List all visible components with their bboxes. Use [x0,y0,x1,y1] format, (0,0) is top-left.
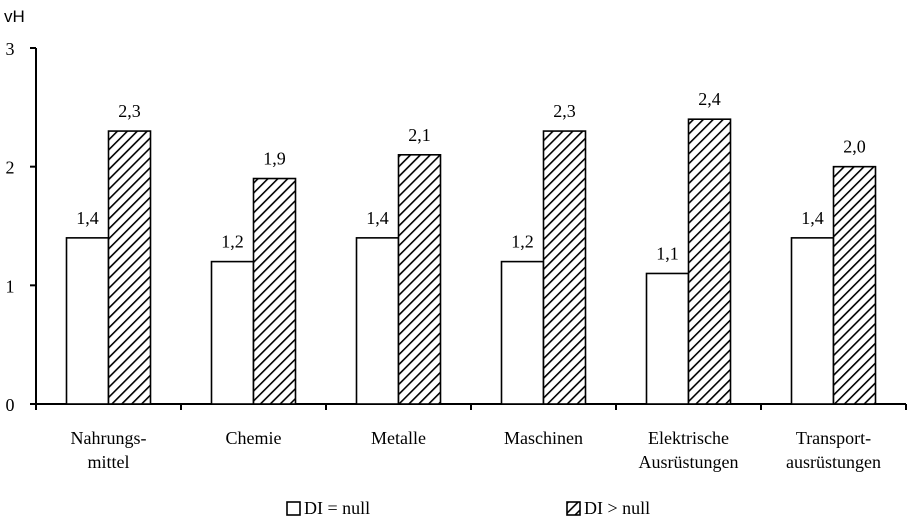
legend-swatch-di-positive [566,501,581,516]
data-label: 1,9 [263,149,286,169]
bar-di-null [355,237,400,405]
data-label: 2,4 [698,89,721,109]
bars [65,118,877,405]
bar-di-positive [107,130,152,405]
data-label: 2,1 [408,125,431,145]
y-tick-label: 0 [6,395,15,415]
legend-label-di-positive: DI > null [584,498,650,518]
legend: DI = null DI > null [286,498,650,518]
x-ticks [35,404,907,410]
x-tick-label: Transport- [796,428,871,448]
y-tick-label: 3 [6,39,15,59]
data-label: 1,2 [221,232,244,252]
bar-di-null [500,260,545,405]
data-label: 1,1 [656,243,679,263]
x-tick-label: Elektrische [648,428,729,448]
x-tick-label: Chemie [226,428,282,448]
data-label: 2,3 [553,101,576,121]
bar-di-null [790,237,835,405]
data-label: 1,4 [366,208,389,228]
y-axis-label: vH [4,7,25,26]
x-tick-label: Nahrungs- [71,428,147,448]
y-ticks: 0 1 2 3 [6,39,36,415]
x-tick-label: Metalle [371,428,426,448]
legend-swatch-di-null [286,501,301,516]
y-tick-label: 2 [6,158,15,178]
bar-di-null [645,272,690,405]
data-labels: 1,4 2,3 1,2 1,9 1,4 2,1 1,2 2,3 1,1 2,4 1,4 2,0 [76,89,866,263]
bar-di-null [65,237,110,405]
data-label: 1,4 [801,208,824,228]
bar-di-null [210,260,255,405]
bar-di-positive [832,165,877,405]
bar-di-positive [397,154,442,405]
bar-di-positive [687,118,732,405]
bar-di-positive [542,130,587,405]
x-tick-label: mittel [88,452,130,472]
bar-di-positive [252,177,297,405]
x-tick-label: Ausrüstungen [639,452,739,472]
data-label: 1,4 [76,208,99,228]
legend-label-di-null: DI = null [304,498,370,518]
x-tick-labels: Nahrungs-mittel Chemie Metalle Maschinen Ele… [71,428,881,472]
y-tick-label: 1 [6,276,15,296]
x-tick-label: Maschinen [504,428,583,448]
data-label: 1,2 [511,232,534,252]
data-label: 2,0 [843,137,866,157]
data-label: 2,3 [118,101,141,121]
x-tick-label: ausrüstungen [786,452,881,472]
